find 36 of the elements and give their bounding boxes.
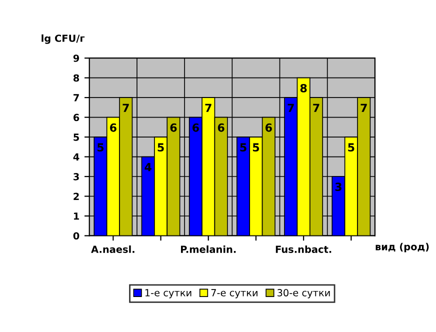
- y-tick-label: 9: [73, 54, 80, 62]
- y-tick-label: 0: [73, 232, 80, 240]
- data-label: 6: [265, 123, 272, 132]
- data-label: 7: [288, 104, 294, 112]
- data-label: 6: [110, 123, 116, 132]
- data-label: 6: [170, 123, 177, 132]
- data-label: 5: [252, 143, 260, 152]
- y-axis-title: lg CFU/г: [42, 34, 85, 44]
- y-tick-label: 8: [73, 74, 80, 82]
- data-label: 5: [348, 143, 354, 152]
- y-tick-label: 6: [73, 114, 80, 122]
- data-label: 5: [240, 143, 246, 152]
- data-label: 5: [158, 143, 164, 152]
- x-tick-label: Fus.nbact.: [276, 245, 332, 253]
- y-tick-label: 2: [74, 192, 79, 200]
- data-label: 7: [122, 104, 129, 112]
- data-label: 6: [218, 123, 224, 132]
- y-tick-label: 3: [74, 172, 79, 180]
- y-tick-label: 1: [74, 212, 79, 220]
- x-axis-title: вид (род): [376, 242, 429, 252]
- data-label: 6: [192, 123, 199, 132]
- data-label: 7: [313, 104, 320, 112]
- x-tick-label: A.naesl.: [91, 245, 134, 253]
- data-label: 7: [360, 104, 367, 112]
- data-label: 7: [205, 104, 212, 112]
- y-tick-label: 4: [73, 153, 80, 160]
- data-label: 3: [335, 182, 342, 192]
- legend-label: 7-е сутки: [211, 289, 258, 298]
- data-label: 4: [144, 163, 152, 172]
- legend-label: 30-е сутки: [278, 289, 330, 298]
- y-tick-label: 7: [74, 94, 79, 102]
- x-tick-label: P.melanin.: [181, 245, 236, 253]
- data-label: 8: [300, 84, 307, 92]
- y-tick-label: 5: [74, 134, 79, 141]
- legend-label: 1-е сутки: [145, 289, 192, 298]
- data-label: 5: [97, 143, 104, 152]
